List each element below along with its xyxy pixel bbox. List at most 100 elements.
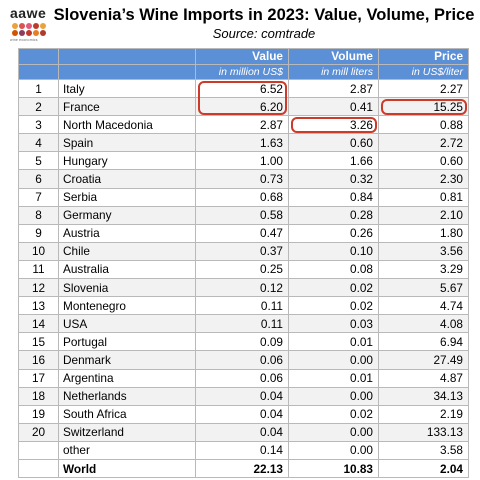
cell-price: 2.19 [378, 404, 469, 424]
table-row: 4 Spain 1.63 0.60 2.72 [18, 133, 469, 153]
cell-country: Argentina [58, 368, 196, 388]
table-row: 6 Croatia 0.73 0.32 2.30 [18, 169, 469, 189]
cell-value: 1.63 [195, 133, 289, 153]
page-title: Slovenia’s Wine Imports in 2023: Value, … [53, 6, 475, 24]
logo-wordmark: aawe [10, 5, 47, 21]
cell-price: 2.10 [378, 205, 469, 225]
cell-volume: 1.66 [288, 151, 379, 171]
cell-price: 4.08 [378, 314, 469, 334]
cell-rank: 10 [18, 241, 59, 261]
header-row: Value Volume Price [18, 48, 469, 65]
table-row: 1 Italy 6.52 2.87 2.27 [18, 78, 469, 99]
logo-dot [40, 30, 46, 36]
header-volume: Volume [288, 48, 379, 65]
cell-price: 27.49 [378, 350, 469, 370]
cell-volume: 0.02 [288, 278, 379, 298]
cell-country: Chile [58, 241, 196, 261]
cell-rank: 19 [18, 404, 59, 424]
table-row: 2 France 6.20 0.41 15.25 [18, 97, 469, 117]
cell-country: Montenegro [58, 296, 196, 316]
cell-rank: 4 [18, 133, 59, 153]
header-value: Value [195, 48, 289, 65]
total-row: World 22.13 10.83 2.04 [18, 458, 469, 479]
cell-volume: 10.83 [288, 458, 379, 479]
cell-volume: 0.02 [288, 404, 379, 424]
table-row: 13 Montenegro 0.11 0.02 4.74 [18, 296, 469, 316]
cell-price: 2.72 [378, 133, 469, 153]
cell-country: Serbia [58, 187, 196, 207]
cell-value: 0.04 [195, 386, 289, 406]
cell-rank: 17 [18, 368, 59, 388]
cell-rank [18, 458, 59, 479]
logo-dot [33, 23, 39, 29]
cell-value: 2.87 [195, 115, 289, 135]
logo-dot [40, 23, 46, 29]
logo-dot [12, 30, 18, 36]
cell-country: Austria [58, 223, 196, 243]
cell-value: 6.52 [195, 78, 289, 99]
cell-price: 0.88 [378, 115, 469, 135]
table-row: 10 Chile 0.37 0.10 3.56 [18, 241, 469, 261]
cell-rank: 11 [18, 259, 59, 280]
cell-country: Italy [58, 78, 196, 99]
cell-value: 1.00 [195, 151, 289, 171]
cell-value: 0.12 [195, 278, 289, 298]
cell-price: 6.94 [378, 332, 469, 352]
header-rank [18, 48, 59, 65]
cell-country: Slovenia [58, 278, 196, 298]
cell-volume: 0.03 [288, 314, 379, 334]
cell-rank: 5 [18, 151, 59, 171]
cell-value: 0.06 [195, 368, 289, 388]
page-subtitle: Source: comtrade [212, 26, 316, 41]
table-row: 11 Australia 0.25 0.08 3.29 [18, 259, 469, 280]
table-row: other 0.14 0.00 3.58 [18, 440, 469, 460]
cell-value: 0.11 [195, 296, 289, 316]
logo-dots [12, 23, 46, 37]
cell-country: World [58, 458, 196, 479]
cell-price: 3.29 [378, 259, 469, 280]
cell-volume: 0.84 [288, 187, 379, 207]
cell-country: Croatia [58, 169, 196, 189]
cell-volume: 0.00 [288, 422, 379, 442]
cell-volume: 0.10 [288, 241, 379, 261]
units-row: in million US$ in mill liters in US$/lit… [18, 64, 469, 80]
logo-dot [19, 30, 25, 36]
units-price: in US$/liter [378, 64, 469, 80]
logo-tagline: wine economics [10, 38, 38, 42]
cell-price: 0.60 [378, 151, 469, 171]
cell-value: 0.09 [195, 332, 289, 352]
cell-value: 0.14 [195, 440, 289, 460]
cell-country: North Macedonia [58, 115, 196, 135]
table-row: 5 Hungary 1.00 1.66 0.60 [18, 151, 469, 171]
table-row: 8 Germany 0.58 0.28 2.10 [18, 205, 469, 225]
cell-price: 133.13 [378, 422, 469, 442]
table-row: 17 Argentina 0.06 0.01 4.87 [18, 368, 469, 388]
cell-rank: 1 [18, 78, 59, 99]
cell-price: 5.67 [378, 278, 469, 298]
table-row: 7 Serbia 0.68 0.84 0.81 [18, 187, 469, 207]
cell-value: 6.20 [195, 97, 289, 117]
cell-country: Australia [58, 259, 196, 280]
table-row: 12 Slovenia 0.12 0.02 5.67 [18, 278, 469, 298]
cell-country: Denmark [58, 350, 196, 370]
cell-price: 4.74 [378, 296, 469, 316]
logo-dot [26, 30, 32, 36]
cell-country: Spain [58, 133, 196, 153]
units-volume: in mill liters [288, 64, 379, 80]
logo-dot [19, 23, 25, 29]
cell-rank: 3 [18, 115, 59, 135]
cell-country: other [58, 440, 196, 460]
imports-table: Value Volume Price in million US$ in mil… [18, 48, 469, 479]
logo-dot [33, 30, 39, 36]
cell-value: 0.68 [195, 187, 289, 207]
cell-rank: 8 [18, 205, 59, 225]
cell-rank: 6 [18, 169, 59, 189]
cell-price: 4.87 [378, 368, 469, 388]
units-rank [18, 64, 59, 80]
table-row: 14 USA 0.11 0.03 4.08 [18, 314, 469, 334]
cell-country: Portugal [58, 332, 196, 352]
cell-rank: 2 [18, 97, 59, 117]
cell-volume: 0.01 [288, 332, 379, 352]
table-row: 9 Austria 0.47 0.26 1.80 [18, 223, 469, 243]
cell-rank: 15 [18, 332, 59, 352]
